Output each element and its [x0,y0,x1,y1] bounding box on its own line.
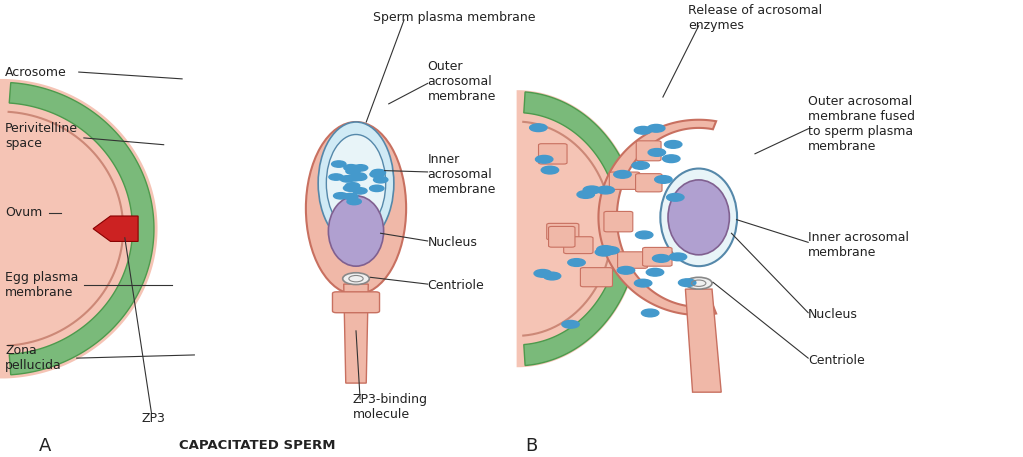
FancyBboxPatch shape [635,174,662,192]
Text: Nucleus: Nucleus [808,308,858,321]
Text: ZP3-binding
molecule: ZP3-binding molecule [353,393,428,421]
Circle shape [534,270,551,277]
Circle shape [331,161,346,167]
Circle shape [667,193,684,201]
Circle shape [344,165,358,171]
Circle shape [370,171,385,178]
Circle shape [665,141,682,148]
Ellipse shape [668,180,729,255]
Text: Release of acrosomal
enzymes: Release of acrosomal enzymes [688,4,822,32]
Circle shape [541,166,559,174]
Polygon shape [524,92,638,366]
Text: Centriole: Centriole [428,279,484,292]
Text: Inner
acrosomal
membrane: Inner acrosomal membrane [428,153,496,196]
FancyBboxPatch shape [636,141,661,161]
Polygon shape [517,90,639,367]
Polygon shape [0,79,158,378]
Ellipse shape [326,134,386,232]
Text: Perivitelline
space: Perivitelline space [5,122,78,149]
Circle shape [649,149,666,156]
Circle shape [562,320,579,328]
Circle shape [344,185,358,191]
Circle shape [634,127,652,134]
Text: Outer acrosomal
membrane fused
to sperm plasma
membrane: Outer acrosomal membrane fused to sperm … [808,95,916,153]
Circle shape [635,231,653,239]
FancyBboxPatch shape [548,226,575,247]
Text: Ovum: Ovum [5,206,42,219]
Text: Nucleus: Nucleus [428,236,478,249]
Circle shape [530,124,547,132]
Circle shape [614,170,631,178]
FancyBboxPatch shape [546,223,579,240]
Text: B: B [525,437,537,455]
FancyBboxPatch shape [618,252,648,268]
Text: Outer
acrosomal
membrane: Outer acrosomal membrane [428,60,496,103]
Text: Egg plasma
membrane: Egg plasma membrane [5,271,79,299]
Circle shape [583,186,601,194]
FancyBboxPatch shape [332,292,380,313]
Text: A: A [39,437,51,455]
Circle shape [634,279,652,287]
Circle shape [663,155,680,163]
Circle shape [669,253,686,261]
Circle shape [647,268,664,276]
Text: Sperm plasma membrane: Sperm plasma membrane [373,11,536,24]
FancyBboxPatch shape [642,247,672,266]
Circle shape [333,193,348,199]
Circle shape [347,198,361,205]
Circle shape [685,277,712,289]
Polygon shape [9,83,153,375]
Circle shape [353,174,367,181]
Circle shape [328,174,343,180]
Text: Inner acrosomal
membrane: Inner acrosomal membrane [808,231,909,259]
Circle shape [371,170,386,175]
Circle shape [641,309,659,317]
Text: ZP3: ZP3 [141,412,165,425]
Text: Acrosome: Acrosome [5,65,66,79]
Circle shape [648,124,665,132]
Circle shape [543,272,561,280]
Polygon shape [685,289,721,392]
Polygon shape [93,216,138,241]
Circle shape [353,165,367,171]
Polygon shape [598,120,716,315]
Circle shape [346,168,360,175]
Polygon shape [617,128,713,307]
Circle shape [596,246,614,253]
FancyBboxPatch shape [580,268,613,287]
Text: CAPACITATED SPERM: CAPACITATED SPERM [179,439,336,452]
Circle shape [568,259,585,266]
Circle shape [344,193,358,200]
FancyBboxPatch shape [564,237,593,254]
Text: Centriole: Centriole [808,354,864,367]
Circle shape [373,176,388,183]
Circle shape [352,173,366,179]
Circle shape [617,266,634,274]
Circle shape [678,279,696,287]
Text: Zona
pellucida: Zona pellucida [5,344,61,372]
Circle shape [340,175,354,182]
Circle shape [344,185,358,191]
Ellipse shape [318,122,394,244]
FancyBboxPatch shape [604,212,633,232]
Circle shape [343,273,369,285]
Ellipse shape [306,122,406,295]
Circle shape [602,247,619,254]
FancyBboxPatch shape [610,172,639,189]
Circle shape [595,248,613,256]
Circle shape [369,185,384,191]
Ellipse shape [328,196,384,266]
Circle shape [346,183,360,189]
Circle shape [577,191,594,198]
Circle shape [653,255,670,262]
Circle shape [347,175,361,181]
Ellipse shape [661,169,737,266]
Circle shape [597,186,615,194]
FancyBboxPatch shape [538,143,567,164]
Circle shape [655,175,672,183]
Polygon shape [344,284,368,383]
Circle shape [632,162,650,169]
Circle shape [353,188,367,194]
Circle shape [535,155,552,163]
